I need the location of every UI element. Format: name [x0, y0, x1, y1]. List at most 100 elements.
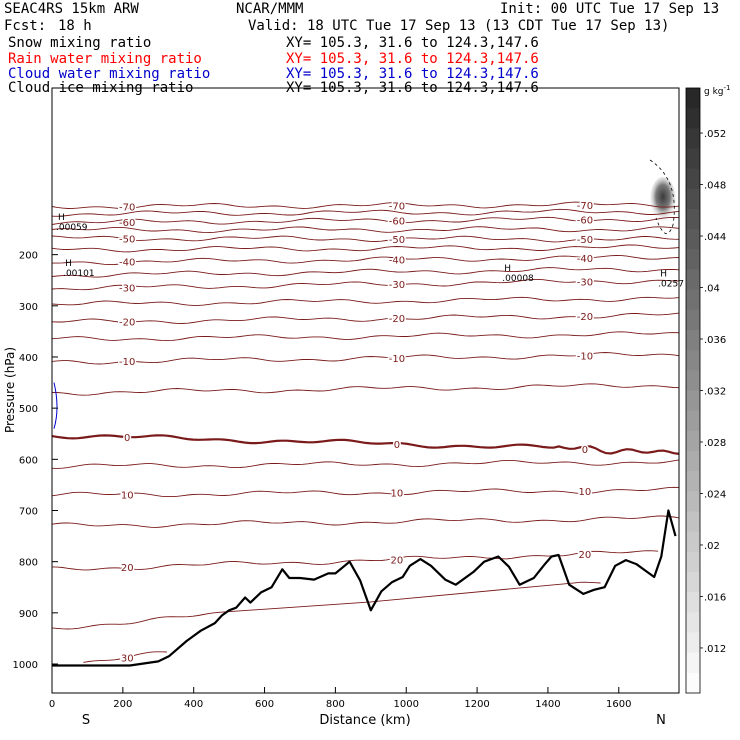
temperature-contour-0 [51, 434, 680, 455]
colorbar-tick-label: .02 [704, 541, 720, 552]
contour-label: -10 [577, 352, 593, 363]
temperature-contour--25 [51, 296, 680, 306]
colorbar-unit-exp: -1 [724, 84, 731, 92]
contour-label: -50 [389, 235, 405, 246]
field-xy-rain: XY= 105.3, 31.6 to 124.3,147.6 [286, 51, 539, 67]
model-title: SEAC4RS 15km ARW [4, 1, 139, 17]
colorbar-swatch [686, 430, 700, 452]
contour-label: -60 [119, 218, 135, 229]
fcst-value: 18 h [58, 18, 92, 34]
y-tick-label: 900 [19, 609, 38, 620]
colorbar-swatch [686, 330, 700, 351]
y-tick-label: 700 [19, 506, 38, 517]
field-label-snow: Snow mixing ratio [8, 35, 152, 51]
contour-label: -20 [389, 314, 405, 325]
contour-label: -60 [577, 215, 593, 226]
y-tick-label: 300 [19, 302, 38, 313]
x-tick-label: 800 [326, 699, 345, 710]
colorbar-tick-label: .052 [704, 129, 726, 140]
maximum-value: .0257 [658, 279, 684, 289]
maximum-value: .00101 [63, 269, 95, 279]
colorbar-swatch [686, 309, 700, 331]
colorbar-swatch [686, 531, 700, 553]
y-tick-label: 400 [19, 353, 38, 364]
x-tick-label: 400 [184, 699, 203, 710]
temperature-contour-15 [51, 515, 680, 528]
field-xy-snow: XY= 105.3, 31.6 to 124.3,147.6 [286, 35, 539, 51]
contour-label: -30 [119, 283, 135, 294]
contour-label: 0 [124, 433, 130, 444]
temperature-contour--5 [51, 383, 680, 396]
colorbar-tick-label: .032 [704, 387, 726, 398]
contour-label: 20 [391, 556, 404, 567]
plot-frame [51, 87, 680, 694]
colorbar-tick-label: .044 [704, 232, 726, 243]
y-tick-label: 200 [19, 251, 38, 262]
cloud-ice-shading [650, 177, 676, 221]
temperature-contour--40 [52, 255, 680, 266]
contour-label: 0 [582, 445, 588, 456]
x-tick-label: 200 [113, 699, 132, 710]
terrain-surface-line [52, 509, 677, 667]
contour-label: -20 [119, 317, 135, 328]
contour-label: -70 [389, 201, 405, 212]
colorbar-tick-label: .036 [704, 335, 726, 346]
maximum-marker: H [65, 259, 72, 269]
colorbar-swatch [686, 148, 700, 170]
colorbar-swatch [686, 572, 700, 593]
colorbar-swatch [686, 511, 700, 533]
contour-label: 20 [121, 563, 134, 574]
colorbar-swatch [686, 612, 700, 633]
y-tick-label: 600 [19, 455, 38, 466]
contour-label: -50 [577, 235, 593, 246]
init-time: Init: 00 UTC Tue 17 Sep 13 [500, 1, 720, 17]
maximum-marker: H [504, 264, 511, 274]
y-tick-label: 800 [19, 558, 38, 569]
temperature-contour-5 [51, 459, 680, 469]
colorbar-unit-base: g kg [704, 87, 724, 97]
contour-label: 0 [394, 440, 400, 451]
colorbar-tick-label: .028 [704, 438, 726, 449]
maximum-value: .00008 [502, 274, 534, 284]
temperature-contour-30 [83, 651, 167, 663]
temperature-contour--50 [51, 235, 680, 243]
field-label-rain: Rain water mixing ratio [8, 51, 202, 67]
maximum-value: .00059 [56, 223, 88, 233]
temperature-contour--15 [51, 331, 680, 342]
contour-label: -30 [577, 278, 593, 289]
x-tick-label: 600 [255, 699, 274, 710]
colorbar-swatch [686, 188, 700, 210]
org-title: NCAR/MMM [236, 1, 304, 17]
contour-label: -40 [577, 254, 593, 265]
colorbar-swatch [686, 491, 700, 512]
contour-label: -50 [119, 234, 135, 245]
temperature-contour--55 [51, 226, 680, 234]
contour-label: -20 [577, 312, 593, 323]
field-label-cloud-water: Cloud water mixing ratio [8, 66, 211, 82]
colorbar-swatch [686, 471, 700, 492]
x-tick-label: 1600 [606, 699, 631, 710]
x-tick-label: 1400 [535, 699, 560, 710]
contour-label: 10 [391, 488, 404, 499]
temperature-contour--30 [51, 278, 680, 291]
colorbar-swatch [686, 370, 700, 391]
fcst-label: Fcst: [4, 18, 47, 34]
colorbar-swatch [686, 350, 700, 371]
valid-time: Valid: 18 UTC Tue 17 Sep 13 (13 CDT Tue … [248, 18, 670, 34]
contour-label: -70 [577, 201, 593, 212]
colorbar-swatch [686, 269, 700, 291]
colorbar-swatch [686, 209, 700, 230]
field-xy-cloud-water: XY= 105.3, 31.6 to 124.3,147.6 [286, 66, 539, 82]
colorbar-tick-label: .048 [704, 181, 726, 192]
y-axis-title: Pressure (hPa) [3, 347, 17, 433]
y-tick-label: 1000 [13, 660, 38, 671]
x-tick-label: 1200 [464, 699, 489, 710]
contour-label: -40 [389, 256, 405, 267]
x-tick-label: 0 [49, 699, 55, 710]
temperature-contour-10 [51, 486, 680, 498]
contour-label: -30 [389, 280, 405, 291]
colorbar-tick-label: .012 [704, 644, 726, 655]
colorbar-swatch [686, 652, 700, 674]
temperature-contour--20 [51, 312, 680, 324]
contour-label: -10 [389, 354, 405, 365]
